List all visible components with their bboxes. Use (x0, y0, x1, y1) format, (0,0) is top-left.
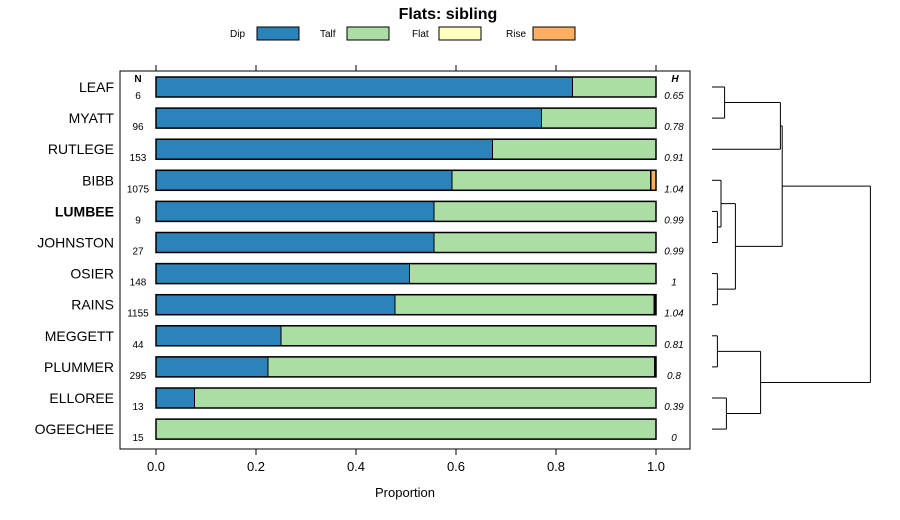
n-labels: N 6 96 153 1075 9 27 148 1155 44 295 13 15 (127, 74, 150, 444)
legend: Dip Talf Flat Rise (230, 26, 576, 41)
x-tick-label: 0.4 (347, 459, 365, 474)
row-label-meggett: MEGGETT (45, 328, 115, 344)
bar-osier-talf (409, 263, 657, 285)
h-value-osier: 1 (671, 278, 677, 289)
legend-swatch-flat (438, 26, 482, 41)
bar-outline-lumbee (155, 200, 657, 223)
bar-rutlege-talf (492, 138, 657, 160)
h-value-plummer: 0.8 (667, 371, 681, 382)
row-label-johnston: JOHNSTON (37, 235, 114, 251)
bar-outline-plummer (155, 356, 657, 378)
h-value-rains: 1.04 (664, 309, 684, 320)
n-header: N (134, 74, 141, 85)
bar-rains-talf (394, 294, 655, 316)
h-value-myatt: 0.78 (664, 122, 684, 133)
bar-outline-myatt (155, 107, 657, 129)
row-label-elloree: ELLOREE (49, 390, 114, 406)
row-label-myatt: MYATT (69, 110, 115, 126)
bar-outline-bibb (155, 169, 657, 192)
x-tick-label: 0.8 (547, 459, 565, 474)
legend-label-flat: Flat (412, 29, 429, 40)
bar-bibb-dip (155, 169, 453, 191)
bar-outline-rutlege (155, 138, 657, 160)
h-value-meggett: 0.81 (664, 340, 683, 351)
bar-plummer-dip (155, 356, 269, 378)
n-value-osier: 148 (130, 278, 147, 289)
n-value-myatt: 96 (132, 122, 144, 133)
legend-swatch-rise (532, 26, 576, 41)
h-header: H (671, 74, 679, 85)
x-tick-label: 0.0 (147, 459, 165, 474)
row-label-ogeechee: OGEECHEE (35, 421, 114, 437)
bars-group (155, 76, 657, 440)
row-label-osier: OSIER (70, 266, 114, 282)
bar-elloree-dip (155, 387, 195, 409)
row-label-bibb: BIBB (82, 172, 114, 188)
h-value-bibb: 1.04 (664, 184, 684, 195)
bar-rutlege-dip (155, 138, 493, 160)
bar-outline-meggett (155, 325, 657, 347)
x-tick-label: 0.2 (247, 459, 265, 474)
bar-outline-rains (155, 293, 657, 316)
dendrogram (712, 86, 871, 430)
x-tick-label: 1.0 (647, 459, 665, 474)
legend-swatch-dip (256, 26, 300, 41)
x-axis: 0.0 0.2 0.4 0.6 0.8 1.0 (147, 65, 665, 474)
bar-lumbee-dip (155, 200, 435, 222)
legend-label-talf: Talf (320, 29, 336, 40)
n-value-plummer: 295 (130, 371, 147, 382)
bar-outline-johnston (155, 231, 657, 254)
h-value-elloree: 0.39 (664, 402, 684, 413)
n-value-johnston: 27 (132, 247, 144, 258)
n-value-meggett: 44 (132, 340, 144, 351)
h-value-lumbee: 0.99 (664, 215, 684, 226)
bar-outline-leaf (155, 76, 657, 98)
bar-johnston-talf (433, 232, 657, 253)
bar-elloree-talf (194, 387, 657, 409)
h-value-johnston: 0.99 (664, 247, 684, 258)
bar-myatt-dip (155, 107, 542, 129)
bar-plummer-talf (267, 356, 655, 378)
n-value-bibb: 1075 (127, 184, 150, 195)
legend-swatch-talf (346, 26, 390, 41)
bar-lumbee-talf (433, 200, 657, 222)
x-axis-label: Proportion (375, 485, 435, 500)
legend-label-rise: Rise (506, 29, 526, 40)
row-label-lumbee: LUMBEE (55, 203, 114, 219)
bar-leaf-talf (572, 76, 657, 98)
bar-osier-dip (155, 263, 410, 285)
row-label-leaf: LEAF (79, 79, 114, 95)
n-value-ogeechee: 15 (132, 433, 144, 444)
row-label-rutlege: RUTLEGE (48, 141, 114, 157)
bar-bibb-talf (451, 169, 651, 191)
row-label-plummer: PLUMMER (44, 359, 114, 375)
n-value-rains: 1155 (127, 309, 149, 320)
bar-meggett-talf (280, 325, 657, 347)
bar-outline-elloree (155, 387, 657, 409)
row-label-rains: RAINS (71, 297, 114, 313)
plot-panel (119, 70, 691, 450)
chart-title: Flats: sibling (399, 6, 498, 23)
bar-outline-osier (155, 262, 657, 285)
x-tick-label: 0.6 (447, 459, 465, 474)
n-value-rutlege: 153 (130, 153, 147, 164)
bar-outline-ogeechee (155, 418, 657, 440)
row-labels: LEAF MYATT RUTLEGE BIBB LUMBEE JOHNSTON OSIER R… (35, 79, 115, 437)
bar-johnston-dip (155, 232, 435, 253)
bar-ogeechee-talf (155, 418, 657, 440)
n-value-elloree: 13 (132, 402, 144, 413)
h-labels: H 0.65 0.78 0.91 1.04 0.99 0.99 1 1.04 0.81 0.8 0.3… (664, 74, 684, 444)
bar-myatt-talf (541, 107, 657, 129)
h-value-rutlege: 0.91 (664, 153, 683, 164)
h-value-leaf: 0.65 (664, 91, 684, 102)
legend-label-dip: Dip (230, 29, 245, 40)
n-value-leaf: 6 (135, 91, 141, 102)
bar-rains-dip (155, 294, 396, 316)
h-value-ogeechee: 0 (671, 433, 677, 444)
bar-leaf-dip (155, 76, 573, 98)
bar-meggett-dip (155, 325, 282, 347)
n-value-lumbee: 9 (135, 215, 141, 226)
